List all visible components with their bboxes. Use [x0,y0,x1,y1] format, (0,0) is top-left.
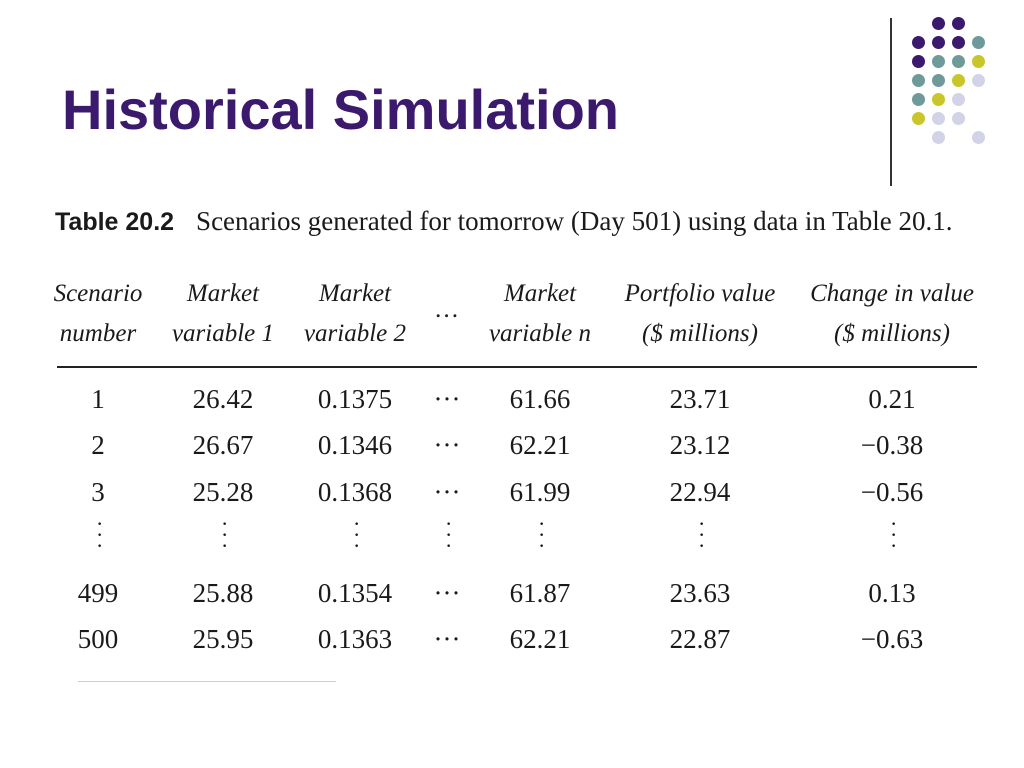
decorative-dot [912,112,925,125]
decorative-dot [952,112,965,125]
column-header-line: Market [318,280,392,307]
decorative-dot [972,131,985,144]
table-cell: 3 [91,477,105,507]
table-cell: ··· [433,624,461,654]
decorative-dot [912,74,925,87]
decorative-dot [932,131,945,144]
table-cell: 0.1368 [317,477,393,507]
decorative-dot [972,74,985,87]
vertical-ellipsis: · · · [538,511,546,558]
decorative-dot [932,74,945,87]
table-cell: ··· [433,578,461,608]
column-header-line: Market [186,280,260,307]
table-cell: 0.1346 [317,430,393,460]
table-cell: 61.87 [509,578,571,608]
column-header: Change in value ($ millions) [810,274,974,354]
table-cell: 0.1375 [317,384,393,414]
column-header-line: Portfolio value [624,280,776,307]
table-cell: 25.95 [192,624,254,654]
column-header: Portfolio value ($ millions) [625,274,776,354]
table-cell: −0.63 [860,624,924,654]
vertical-ellipsis: · · · [890,511,898,558]
table-cell: 25.88 [192,578,254,608]
table-cell: ··· [433,430,461,460]
column-header: Scenario number [54,274,143,354]
vertical-ellipsis: · · · [698,511,706,558]
decorative-dot-grid [0,0,1024,200]
column-header-line: variable n [488,320,592,347]
decorative-dot [932,17,945,30]
table-cell: 61.99 [509,477,571,507]
table-cell: 23.71 [669,384,731,414]
column-header-line: Scenario [53,280,143,307]
column-header: … [436,290,458,330]
decorative-dot [972,55,985,68]
table-cell: 1 [91,384,105,414]
table-cell: 26.42 [192,384,254,414]
decorative-dot [952,17,965,30]
table-cell: 25.28 [192,477,254,507]
column-header-line: Change in value [810,280,974,307]
table-caption: Table 20.2 Scenarios generated for tomorr… [55,206,952,237]
vertical-ellipsis: · · · [96,511,104,558]
table-cell: 62.21 [509,624,571,654]
decorative-dot [952,74,965,87]
decorative-dot [932,93,945,106]
column-header: Market variable 1 [172,274,274,354]
title-divider [890,18,892,186]
column-header-line: ($ millions) [834,320,950,347]
decorative-dot [932,36,945,49]
vertical-ellipsis: · · · [353,511,361,558]
table-cell: 61.66 [509,384,571,414]
table-cell: ··· [433,384,461,414]
decorative-dot [952,55,965,68]
table-cell: ··· [433,477,461,507]
decorative-dot [972,36,985,49]
column-header-line: … [435,296,459,323]
table-cell: 26.67 [192,430,254,460]
table-cell: 62.21 [509,430,571,460]
table-cell: 23.63 [669,578,731,608]
table-caption-text: Scenarios generated for tomorrow (Day 50… [196,206,953,236]
column-header-line: number [59,320,137,347]
decorative-dot [952,93,965,106]
table-cell: −0.38 [860,430,924,460]
table-cell: 0.1363 [317,624,393,654]
decorative-dot [912,93,925,106]
vertical-ellipsis: · · · [445,511,453,558]
header-rule [57,366,977,368]
column-header-line: Market [503,280,577,307]
vertical-ellipsis: · · · [221,511,229,558]
table-cell: 499 [77,578,119,608]
column-header-line: variable 1 [171,320,275,347]
column-header: Market variable n [489,274,591,354]
table-cell: 0.21 [868,384,916,414]
table-cell: 0.13 [868,578,916,608]
decorative-dot [912,55,925,68]
table-cell: 22.94 [669,477,731,507]
table-cell: 500 [77,624,119,654]
bottom-rule [78,681,336,682]
column-header: Market variable 2 [304,274,406,354]
table-cell: 0.1354 [317,578,393,608]
decorative-dot [932,112,945,125]
table-cell: 23.12 [669,430,731,460]
table-cell: −0.56 [860,477,924,507]
decorative-dot [952,36,965,49]
decorative-dot [912,36,925,49]
table-cell: 2 [91,430,105,460]
table-cell: 22.87 [669,624,731,654]
decorative-dot [932,55,945,68]
table-label: Table 20.2 [55,208,175,236]
column-header-line: ($ millions) [642,320,758,347]
column-header-line: variable 2 [303,320,407,347]
slide-title: Historical Simulation [62,78,619,141]
